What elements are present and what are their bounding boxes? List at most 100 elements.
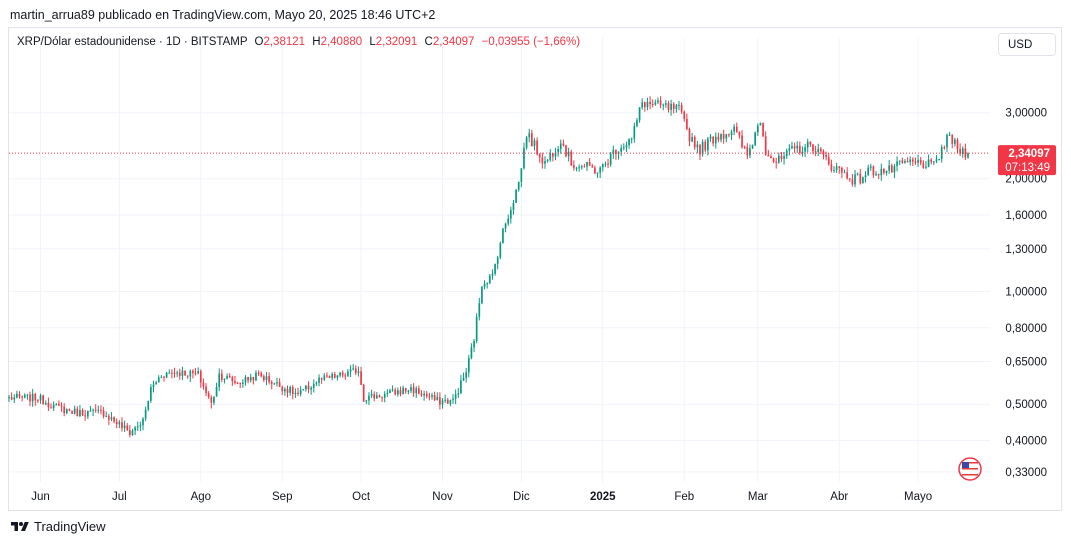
candle-body	[680, 104, 683, 112]
candle-body	[777, 155, 780, 163]
candle-body	[491, 273, 494, 276]
candle-body	[883, 168, 885, 173]
candle-body	[746, 147, 749, 156]
candle-body	[896, 161, 898, 167]
candle-body	[18, 393, 21, 397]
candle-body	[707, 138, 709, 151]
candle-body	[129, 430, 131, 436]
candle-body	[751, 145, 754, 149]
candle-body	[16, 393, 18, 398]
flag-stripe	[962, 462, 978, 464]
us-flag-icon[interactable]	[958, 457, 982, 481]
candle-body	[848, 178, 851, 180]
candle-body	[189, 370, 192, 377]
candle-body	[404, 387, 407, 392]
candle-body	[507, 218, 510, 224]
candle-body	[759, 122, 762, 126]
candle-body	[951, 134, 954, 144]
low-value: 2,32091	[375, 36, 418, 48]
candle-body	[893, 166, 896, 173]
candle-body	[783, 156, 785, 159]
candle-body	[904, 161, 906, 163]
candle-body	[565, 145, 567, 157]
candle-body	[541, 157, 544, 164]
candle-body	[278, 382, 281, 387]
candle-body	[473, 341, 475, 348]
candle-body	[630, 138, 633, 140]
currency-button[interactable]: USD	[998, 33, 1056, 56]
candle-body	[452, 398, 454, 401]
candle-body	[76, 408, 79, 417]
candle-body	[672, 103, 675, 110]
candle-body	[659, 100, 662, 106]
candle-body	[961, 148, 964, 154]
candle-body	[906, 161, 909, 163]
candle-body	[649, 101, 651, 105]
candle-body	[625, 145, 628, 148]
time-tick-label: 2025	[590, 491, 616, 503]
candle-body	[825, 154, 827, 158]
candle-body	[515, 189, 517, 203]
candle-body	[607, 163, 609, 165]
candle-body	[386, 392, 389, 394]
candle-body	[814, 151, 817, 153]
candle-body	[226, 375, 228, 379]
candle-body	[142, 418, 144, 426]
candle-body	[60, 405, 63, 407]
candle-body	[294, 392, 297, 395]
candle-body	[580, 166, 583, 168]
candle-body	[646, 101, 649, 108]
candle-body	[391, 389, 394, 391]
candle-body	[365, 400, 368, 402]
candle-body	[494, 264, 496, 274]
candle-body	[846, 172, 848, 179]
candle-body	[877, 174, 880, 176]
time-tick-label: Ago	[191, 491, 211, 503]
candle-body	[622, 147, 625, 149]
candle-body	[875, 174, 877, 176]
candle-body	[502, 228, 504, 244]
candle-body	[260, 373, 263, 377]
candle-body	[520, 168, 523, 182]
candle-body	[84, 415, 87, 417]
candle-body	[157, 377, 160, 383]
candle-body	[102, 410, 105, 417]
flag-stripe	[962, 471, 978, 473]
candle-body	[741, 135, 743, 148]
candle-body	[536, 140, 538, 155]
candle-body	[302, 389, 305, 391]
time-tick-label: Feb	[674, 491, 694, 503]
candle-body	[557, 148, 559, 153]
candle-body	[609, 153, 612, 165]
candle-body	[788, 148, 791, 151]
candle-body	[570, 151, 573, 166]
candle-body	[599, 167, 602, 173]
candle-body	[263, 376, 265, 381]
candle-body	[612, 149, 615, 154]
candle-body	[812, 144, 814, 152]
price-tick-label: 2,00000	[1005, 174, 1047, 186]
candle-body	[869, 166, 872, 168]
candle-body	[13, 397, 16, 400]
candle-body	[270, 381, 273, 384]
candle-body	[10, 397, 13, 400]
candle-body	[42, 395, 45, 405]
candle-body	[407, 390, 410, 392]
candle-body	[310, 387, 313, 390]
candle-body	[134, 427, 136, 431]
candle-body	[231, 377, 234, 382]
candle-body	[257, 372, 260, 374]
high-value: 2,40880	[320, 36, 363, 48]
candle-body	[596, 172, 599, 174]
candle-body	[71, 410, 73, 414]
publisher-line: martin_arrua89 publicado en TradingView.…	[10, 8, 436, 22]
candle-body	[344, 375, 347, 377]
candle-body	[357, 371, 360, 373]
candle-body	[44, 402, 47, 405]
price-tick-label: 3,00000	[1005, 108, 1047, 120]
open-value: 2,38121	[263, 36, 306, 48]
candle-body	[23, 394, 26, 398]
candle-body	[305, 385, 307, 390]
candle-body	[552, 153, 554, 157]
